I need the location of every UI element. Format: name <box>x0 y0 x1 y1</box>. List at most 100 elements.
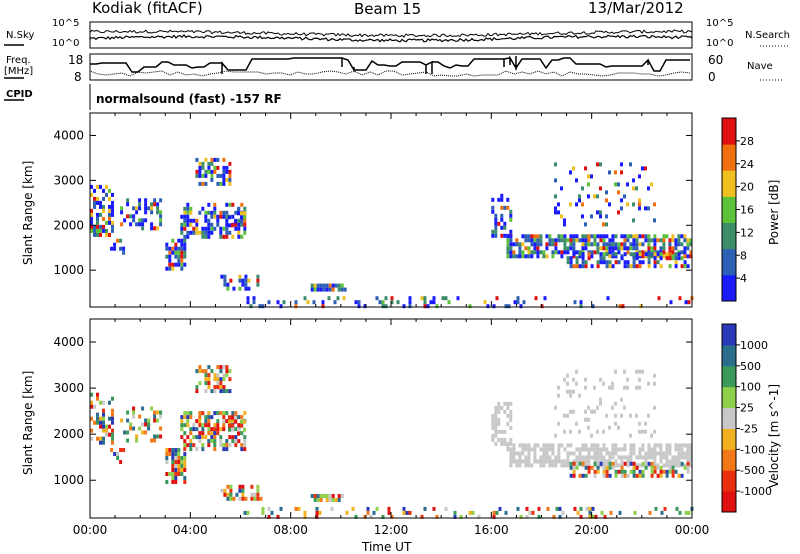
velocity-cell <box>213 431 217 436</box>
velocity-cell <box>635 473 639 478</box>
velocity-cell <box>96 396 99 401</box>
velocity-cell <box>256 496 260 501</box>
power-cell <box>581 186 584 191</box>
velocity-cell <box>99 424 102 429</box>
velocity-cell <box>504 510 508 515</box>
velocity-cell <box>659 455 663 460</box>
velocity-cell <box>629 447 633 452</box>
velocity-cell <box>516 506 520 511</box>
power-cell <box>93 228 96 233</box>
power-cell <box>497 197 501 202</box>
velocity-colorbar-segment <box>722 324 736 346</box>
velocity-cell <box>533 443 537 448</box>
velocity-cell <box>584 447 588 452</box>
velocity-cell <box>363 514 367 519</box>
velocity-cell <box>575 459 579 464</box>
power-cell <box>680 242 684 247</box>
velocity-cell <box>444 506 448 511</box>
velocity-cell <box>494 421 498 426</box>
power-cell <box>168 262 172 267</box>
velocity-cell <box>238 488 242 493</box>
power-cell <box>363 304 367 309</box>
power-cell <box>522 300 526 305</box>
velocity-cell <box>96 416 99 421</box>
velocity-cell <box>677 447 681 452</box>
velocity-cell <box>144 422 148 427</box>
power-cell <box>560 234 564 239</box>
velocity-cell <box>198 435 202 440</box>
velocity-cell <box>216 419 220 424</box>
power-cell <box>177 246 181 251</box>
power-cell <box>174 254 178 259</box>
velocity-cell <box>563 413 566 418</box>
velocity-cell <box>677 455 681 460</box>
velocity-cell <box>204 381 208 386</box>
velocity-cell <box>537 514 541 519</box>
velocity-cell <box>629 451 633 456</box>
power-cell <box>569 256 573 261</box>
power-cell <box>684 300 688 305</box>
velocity-cell <box>198 365 202 370</box>
power-cell <box>186 202 190 207</box>
velocity-cell <box>204 419 208 424</box>
power-cell <box>256 274 260 279</box>
velocity-cell <box>641 473 645 478</box>
velocity-cell <box>177 464 181 468</box>
velocity-cell <box>322 494 326 498</box>
power-cell <box>222 181 226 186</box>
velocity-cell <box>334 498 338 502</box>
power-cell <box>653 242 657 247</box>
velocity-cell <box>165 460 169 464</box>
velocity-cell <box>225 411 229 416</box>
power-cell <box>357 300 361 305</box>
velocity-cell <box>229 492 233 497</box>
velocity-cells <box>90 365 694 519</box>
power-cell <box>584 166 587 171</box>
power-cell <box>620 198 623 203</box>
power-cell <box>222 177 226 182</box>
velocity-cell <box>581 459 585 464</box>
velocity-cell <box>575 369 578 374</box>
velocity-cell <box>387 506 391 511</box>
power-cell <box>231 223 234 228</box>
velocity-cell <box>569 429 572 434</box>
velocity-cell <box>189 411 193 416</box>
velocity-cell <box>129 426 133 431</box>
velocity-cell <box>680 447 684 452</box>
power-cell <box>596 194 599 199</box>
velocity-cell <box>650 433 653 438</box>
velocity-cell <box>587 455 591 460</box>
velocity-cell <box>596 443 600 448</box>
velocity-cell <box>102 436 105 441</box>
power-cell <box>210 210 214 215</box>
power-cell <box>533 250 537 255</box>
velocity-cell <box>635 465 639 470</box>
velocity-cell <box>527 443 531 448</box>
power-cell <box>563 246 567 251</box>
velocity-cell <box>183 456 187 460</box>
velocity-cell <box>168 472 172 476</box>
velocity-cell <box>243 427 246 432</box>
power-cell <box>596 242 600 247</box>
velocity-cell <box>647 451 651 456</box>
power-cell <box>626 238 630 243</box>
velocity-cell <box>270 510 274 515</box>
velocity-cell <box>313 494 317 498</box>
velocity-cell <box>593 385 596 390</box>
velocity-cell <box>420 514 424 519</box>
velocity-cell <box>492 514 496 519</box>
velocity-cell <box>506 413 510 418</box>
power-cell <box>638 252 642 257</box>
power-cell <box>575 256 579 261</box>
velocity-cell <box>216 431 220 436</box>
velocity-cell <box>644 455 648 460</box>
power-cell <box>135 222 139 227</box>
power-cell <box>494 213 498 218</box>
power-cell <box>674 238 678 243</box>
velocity-cell <box>608 451 612 456</box>
power-cell <box>674 264 678 269</box>
velocity-cell <box>602 429 605 434</box>
power-cell <box>111 224 114 229</box>
power-cell <box>210 173 214 178</box>
power-cell <box>632 238 636 243</box>
